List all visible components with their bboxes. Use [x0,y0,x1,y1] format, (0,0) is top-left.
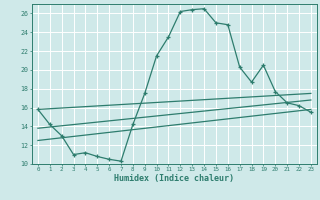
X-axis label: Humidex (Indice chaleur): Humidex (Indice chaleur) [115,174,234,183]
